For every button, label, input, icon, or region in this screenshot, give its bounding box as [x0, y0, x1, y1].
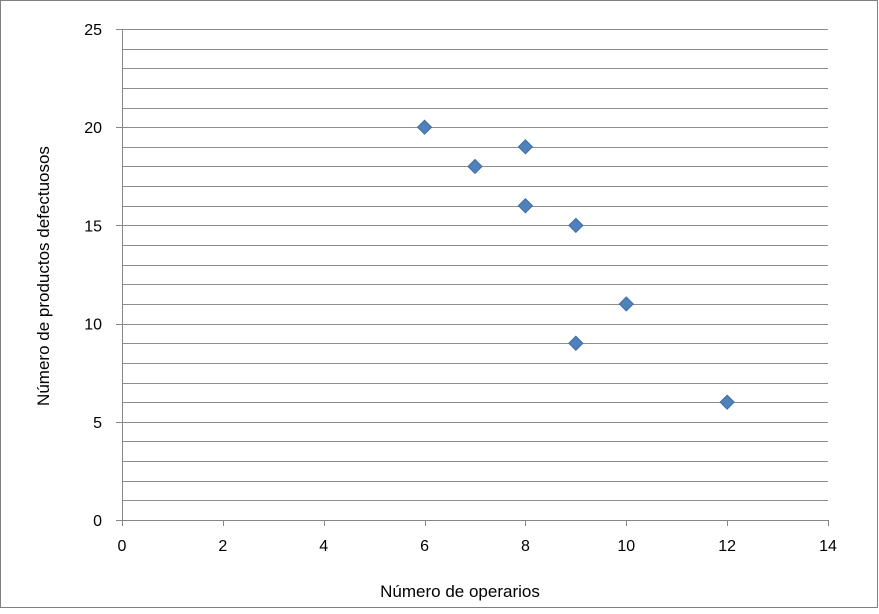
- data-point: [719, 394, 735, 410]
- y-tick-label: 0: [93, 513, 102, 530]
- y-tick-label: 20: [84, 120, 102, 137]
- data-point: [517, 139, 534, 155]
- x-axis-title: Número de operarios: [380, 582, 540, 601]
- axes: [116, 29, 829, 526]
- data-point: [416, 119, 433, 135]
- tick-labels: 0 5 10 15 20 25 0 2 4 6 8 10 12 14: [84, 22, 837, 555]
- data-point: [568, 335, 584, 351]
- x-tick-label: 4: [319, 538, 328, 555]
- data-points: [416, 119, 735, 410]
- x-tick-label: 0: [118, 538, 127, 555]
- gridlines: [122, 29, 828, 501]
- data-point: [467, 158, 483, 175]
- x-tick-label: 14: [819, 538, 837, 555]
- x-tick-label: 12: [718, 538, 736, 555]
- y-tick-label: 25: [84, 22, 102, 39]
- y-tick-label: 5: [93, 415, 102, 432]
- y-tick-label: 10: [84, 317, 102, 334]
- x-tick-label: 10: [617, 538, 635, 555]
- y-tick-label: 15: [84, 218, 102, 235]
- y-axis-title: Número de productos defectuosos: [34, 146, 53, 406]
- x-tick-label: 8: [521, 538, 530, 555]
- x-tick-label: 2: [218, 538, 227, 555]
- data-point: [568, 217, 584, 234]
- x-tick-label: 6: [420, 538, 429, 555]
- data-point: [517, 198, 534, 214]
- data-point: [618, 296, 634, 312]
